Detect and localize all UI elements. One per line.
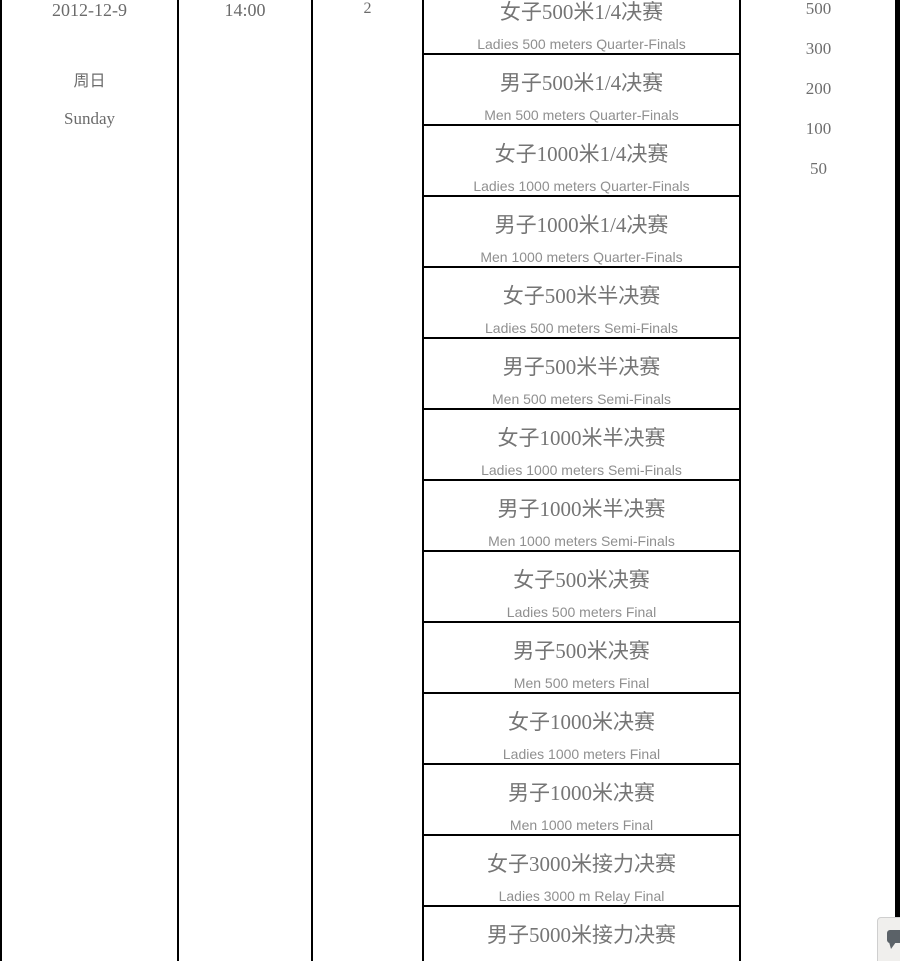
event-name-cn: 男子500米决赛 [513,639,650,663]
time-cell: 14:00 [179,0,311,21]
chat-bubble-icon [887,930,900,949]
event-row: 女子1000米半决赛 Ladies 1000 meters Semi-Finals [424,410,739,481]
column-divider-date-time [177,0,179,961]
event-name-cn: 男子1000米1/4决赛 [494,213,669,237]
event-row: 男子500米1/4决赛 Men 500 meters Quarter-Finals [424,55,739,126]
event-name-en: Men 1000 meters Semi-Finals [488,533,675,549]
event-row: 男子1000米决赛 Men 1000 meters Final [424,765,739,836]
event-name-cn: 女子1000米1/4决赛 [494,142,669,166]
event-name-en: Men 1000 meters Quarter-Finals [480,249,683,265]
event-name-en: Ladies 1000 meters Quarter-Finals [473,178,690,194]
feedback-widget[interactable] [877,917,900,961]
event-name-cn: 女子500米决赛 [513,568,650,592]
event-name-en: Ladies 1000 meters Final [502,746,661,762]
event-name-cn: 男子1000米决赛 [508,781,655,805]
event-column-border-right [739,0,741,961]
event-name-cn: 女子1000米半决赛 [497,426,666,450]
session-cell: 2 [313,0,422,18]
event-name-cn: 女子500米半决赛 [502,284,661,308]
date-value: 2012-12-9 [52,0,127,20]
event-name-en: Ladies 500 meters Quarter-Finals [477,36,686,52]
table-border-right [895,0,900,961]
event-list: 女子500米1/4决赛 Ladies 500 meters Quarter-Fin… [424,0,739,961]
event-row: 男子5000米接力决赛 [424,907,739,961]
event-name-en: Ladies 3000 m Relay Final [498,888,665,904]
prize-value: 100 [805,119,832,138]
prize-value: 50 [810,159,827,178]
event-name-cn: 女子1000米决赛 [508,710,655,734]
event-name-cn: 女子500米1/4决赛 [499,0,664,24]
event-name-cn: 男子500米1/4决赛 [499,71,664,95]
event-name-en: Men 500 meters Semi-Finals [492,391,671,407]
time-value: 14:00 [224,0,266,20]
event-row: 女子1000米1/4决赛 Ladies 1000 meters Quarter-F… [424,126,739,197]
event-row: 男子500米决赛 Men 500 meters Final [424,623,739,694]
prize-value: 300 [805,39,832,58]
event-row: 女子500米决赛 Ladies 500 meters Final [424,552,739,623]
prize-value: 500 [805,0,832,18]
event-name-cn: 男子1000米半决赛 [497,497,666,521]
weekday-cn: 周日 [73,73,106,90]
event-name-cn: 女子3000米接力决赛 [487,852,676,876]
table-border-left [0,0,2,961]
event-name-en: Ladies 500 meters Semi-Finals [485,320,678,336]
prize-value: 200 [805,79,832,98]
event-row: 男子500米半决赛 Men 500 meters Semi-Finals [424,339,739,410]
event-row: 女子500米半决赛 Ladies 500 meters Semi-Finals [424,268,739,339]
event-row: 男子1000米1/4决赛 Men 1000 meters Quarter-Fina… [424,197,739,268]
event-row: 女子500米1/4决赛 Ladies 500 meters Quarter-Fin… [424,0,739,55]
event-name-en: Men 500 meters Quarter-Finals [484,107,679,123]
event-name-en: Ladies 1000 meters Semi-Finals [481,462,682,478]
event-name-en: Men 500 meters Final [513,675,650,691]
event-name-cn: 男子5000米接力决赛 [487,923,676,947]
event-name-en: Ladies 500 meters Final [506,604,657,620]
weekday-en: Sunday [64,109,115,128]
event-row: 女子3000米接力决赛 Ladies 3000 m Relay Final [424,836,739,907]
event-row: 女子1000米决赛 Ladies 1000 meters Final [424,694,739,765]
event-name-cn: 男子500米半决赛 [502,355,661,379]
prize-list: 500 300 200 100 50 [742,0,895,189]
event-row: 男子1000米半决赛 Men 1000 meters Semi-Finals [424,481,739,552]
session-value: 2 [363,0,372,17]
column-divider-time-session [311,0,313,961]
event-column-border-left [422,0,424,961]
event-name-en: Men 1000 meters Final [509,817,654,833]
